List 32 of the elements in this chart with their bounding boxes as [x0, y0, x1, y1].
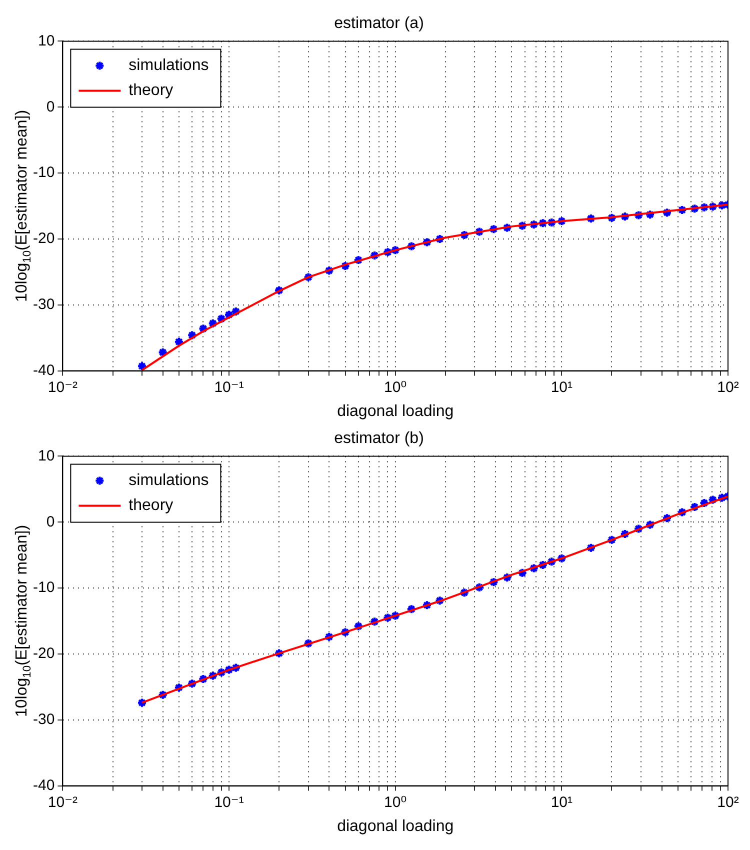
x-tick-label: 10⁻²: [48, 794, 78, 811]
y-tick-label: -20: [32, 230, 55, 248]
x-tick-label: 10⁰: [384, 794, 407, 811]
x-tick-label: 10⁻²: [48, 378, 78, 396]
y-tick-label: -10: [32, 579, 55, 596]
y-tick-label: -40: [32, 776, 55, 794]
y-tick-label: 0: [46, 513, 55, 530]
y-axis-title: 10log10(E[estimator mean]): [13, 524, 34, 718]
x-tick-label: 10¹: [550, 378, 573, 396]
legend-label: theory: [128, 82, 174, 100]
y-tick-label: 10: [38, 447, 55, 464]
legend-label: simulations: [128, 57, 209, 74]
chart-title: estimator (a): [334, 15, 424, 32]
legend-label: theory: [128, 497, 174, 514]
y-tick-label: 0: [46, 98, 55, 116]
y-tick-label: -30: [32, 296, 55, 314]
x-tick-label: 10⁻¹: [214, 378, 244, 396]
x-tick-label: 10⁰: [384, 378, 407, 396]
legend-label: simulations: [128, 472, 209, 490]
x-tick-label: 10⁻¹: [214, 794, 244, 811]
x-tick-label: 10²: [717, 794, 739, 811]
chart-title: estimator (b): [334, 430, 424, 448]
x-axis-title: diagonal loading: [337, 818, 454, 835]
y-tick-label: -10: [32, 164, 55, 182]
y-axis-title: 10log10(E[estimator mean]): [13, 110, 34, 302]
y-tick-label: -40: [32, 362, 55, 379]
y-tick-label: -20: [32, 645, 55, 662]
y-tick-label: -30: [32, 711, 55, 728]
y-tick-label: 10: [38, 32, 55, 50]
x-tick-label: 10¹: [550, 794, 573, 811]
x-tick-label: 10²: [717, 378, 739, 396]
x-axis-title: diagonal loading: [337, 402, 454, 420]
